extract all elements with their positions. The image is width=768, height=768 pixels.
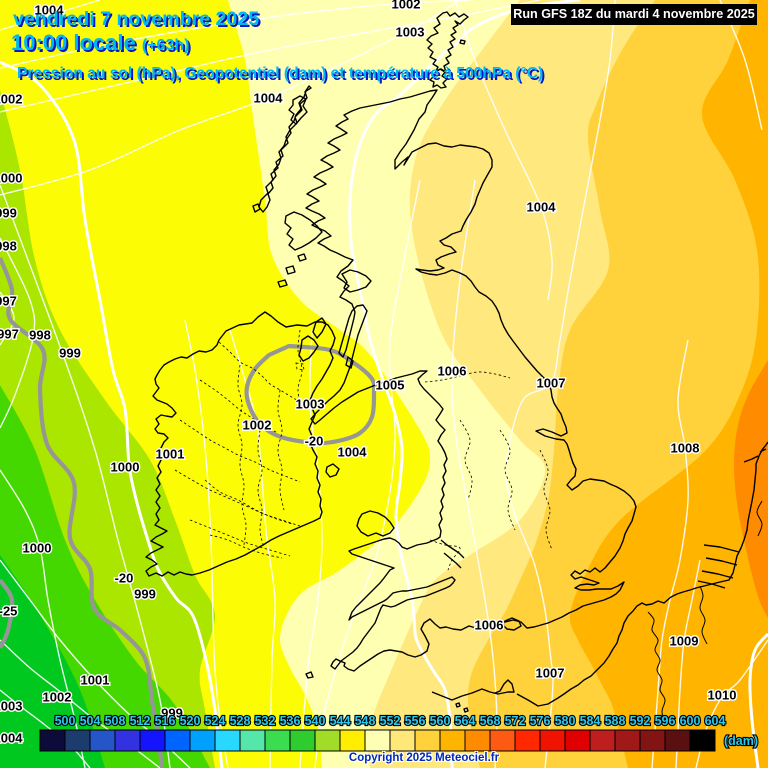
svg-text:604: 604 — [705, 714, 726, 728]
svg-text:532: 532 — [255, 714, 276, 728]
svg-text:-20: -20 — [305, 434, 324, 449]
svg-text:564: 564 — [455, 714, 476, 728]
svg-text:999: 999 — [161, 706, 183, 721]
svg-text:1008: 1008 — [671, 441, 700, 456]
svg-text:556: 556 — [405, 714, 426, 728]
svg-text:998: 998 — [29, 328, 51, 343]
svg-text:997: 997 — [0, 327, 19, 342]
svg-text:568: 568 — [480, 714, 501, 728]
svg-text:516: 516 — [155, 714, 176, 728]
svg-text:1000: 1000 — [23, 541, 52, 556]
svg-text:560: 560 — [430, 714, 451, 728]
svg-text:1002: 1002 — [43, 690, 72, 705]
svg-text:500: 500 — [55, 714, 76, 728]
svg-text:1007: 1007 — [536, 666, 565, 681]
svg-text:580: 580 — [555, 714, 576, 728]
svg-text:-20: -20 — [115, 571, 134, 586]
svg-text:999: 999 — [0, 206, 17, 221]
svg-text:508: 508 — [105, 714, 126, 728]
svg-text:584: 584 — [580, 714, 601, 728]
svg-text:1002: 1002 — [392, 0, 421, 12]
svg-text:1005: 1005 — [376, 378, 405, 393]
svg-text:1006: 1006 — [475, 618, 504, 633]
svg-text:544: 544 — [330, 714, 351, 728]
svg-text:1009: 1009 — [670, 634, 699, 649]
svg-text:-25: -25 — [0, 604, 17, 619]
svg-text:998: 998 — [0, 239, 17, 254]
svg-text:1010: 1010 — [708, 688, 737, 703]
svg-text:504: 504 — [80, 714, 101, 728]
svg-text:588: 588 — [605, 714, 626, 728]
svg-text:1001: 1001 — [156, 447, 185, 462]
svg-text:524: 524 — [205, 714, 226, 728]
svg-text:1000: 1000 — [0, 171, 22, 186]
svg-text:540: 540 — [305, 714, 326, 728]
svg-text:1000: 1000 — [111, 460, 140, 475]
svg-text:997: 997 — [0, 294, 17, 309]
svg-text:1004: 1004 — [338, 445, 368, 460]
svg-text:552: 552 — [380, 714, 401, 728]
svg-text:1004: 1004 — [0, 731, 23, 746]
svg-text:1003: 1003 — [0, 699, 22, 714]
svg-text:999: 999 — [134, 587, 156, 602]
svg-text:600: 600 — [680, 714, 701, 728]
svg-text:1006: 1006 — [438, 364, 467, 379]
svg-text:512: 512 — [130, 714, 151, 728]
svg-text:1002: 1002 — [243, 418, 272, 433]
svg-text:572: 572 — [505, 714, 526, 728]
svg-text:1002: 1002 — [0, 92, 22, 107]
svg-text:536: 536 — [280, 714, 301, 728]
svg-text:1004: 1004 — [35, 3, 65, 18]
svg-text:1004: 1004 — [527, 200, 557, 215]
svg-text:528: 528 — [230, 714, 251, 728]
svg-text:576: 576 — [530, 714, 551, 728]
svg-text:999: 999 — [59, 346, 81, 361]
svg-text:520: 520 — [180, 714, 201, 728]
svg-text:592: 592 — [630, 714, 651, 728]
svg-text:1004: 1004 — [254, 91, 284, 106]
svg-text:1003: 1003 — [396, 25, 425, 40]
svg-text:548: 548 — [355, 714, 376, 728]
svg-text:596: 596 — [655, 714, 676, 728]
svg-text:1001: 1001 — [81, 673, 110, 688]
svg-text:1007: 1007 — [537, 376, 566, 391]
svg-text:(dam): (dam) — [724, 734, 758, 748]
svg-text:1003: 1003 — [296, 397, 325, 412]
